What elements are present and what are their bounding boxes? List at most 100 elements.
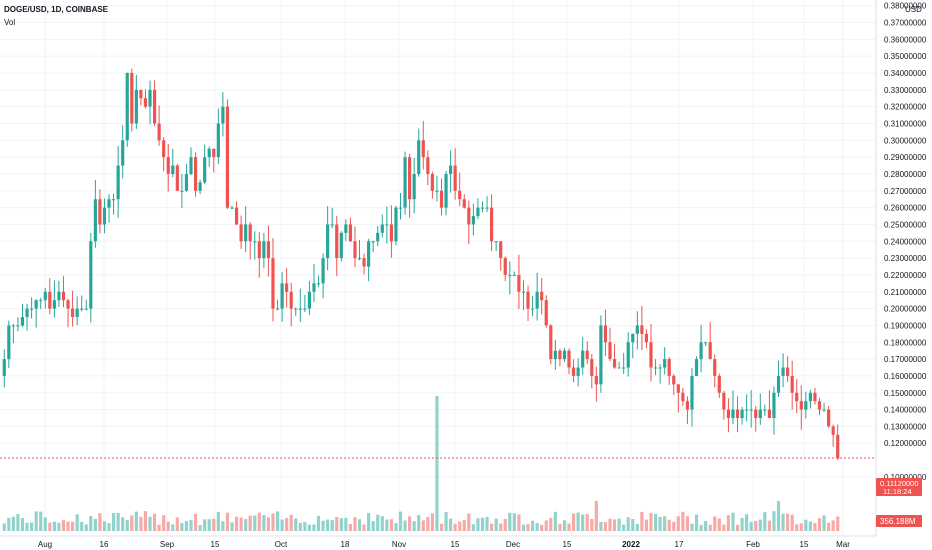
volume-bar — [157, 524, 161, 531]
volume-bar — [799, 523, 803, 531]
volume-bar — [61, 520, 66, 531]
candle-body — [143, 98, 148, 107]
candle-body — [435, 190, 439, 192]
volume-bar — [612, 519, 617, 531]
volume-bar — [20, 518, 25, 531]
candle-body — [517, 274, 521, 292]
volume-bar — [653, 513, 658, 531]
price-tick-label: 0.38000000 — [884, 2, 927, 11]
volume-bar — [417, 515, 421, 531]
volume-bar — [649, 512, 653, 531]
candle-body — [631, 333, 635, 343]
candle-body — [116, 165, 120, 200]
candle-body — [726, 409, 731, 418]
candle-body — [808, 392, 812, 402]
volume-bar — [312, 524, 316, 531]
candle-body — [275, 308, 280, 310]
candle-body — [207, 148, 211, 158]
last-price-value: 0.11120000 — [880, 479, 919, 488]
candle-body — [20, 317, 25, 326]
candle-body — [2, 359, 6, 376]
volume-bar — [476, 518, 480, 531]
candle-body — [285, 283, 289, 292]
candle-body — [298, 308, 302, 310]
time-tick-label: 15 — [800, 540, 809, 549]
volume-bar — [43, 517, 47, 531]
volume-bar — [348, 524, 353, 531]
volume-bar — [763, 512, 767, 531]
candle-body — [740, 409, 744, 418]
volume-bar — [280, 519, 284, 531]
volume-bar — [166, 521, 170, 531]
volume-bar — [817, 518, 822, 531]
candle-body — [535, 291, 539, 309]
candle-body — [471, 216, 475, 225]
candle-body — [553, 350, 557, 360]
volume-bar — [93, 518, 97, 531]
price-tick-label: 0.21000000 — [884, 288, 927, 297]
volume-bar — [467, 513, 471, 531]
volume-bar — [449, 518, 453, 531]
volume-bar — [672, 521, 676, 531]
volume-bar — [758, 519, 762, 531]
volume-bar — [521, 524, 526, 531]
volume-indicator-label[interactable]: Vol — [4, 18, 15, 27]
volume-bar — [581, 514, 585, 531]
price-tick-label: 0.36000000 — [884, 35, 927, 44]
volume-bar — [371, 521, 375, 531]
price-tick-label: 0.25000000 — [884, 220, 927, 229]
volume-bar — [526, 524, 530, 531]
candle-body — [635, 325, 639, 334]
price-tick-label: 0.12000000 — [884, 439, 927, 448]
candle-body — [84, 308, 88, 310]
candle-body — [66, 300, 70, 309]
volume-bar — [257, 512, 261, 531]
volume-bar — [622, 524, 626, 531]
volume-bar — [307, 524, 312, 531]
volume-bar — [430, 513, 434, 531]
currency-label: USD — [905, 5, 922, 14]
candle-body — [98, 199, 102, 225]
price-tick-label: 0.33000000 — [884, 86, 927, 95]
volume-bar — [102, 521, 107, 531]
price-tick-label: 0.34000000 — [884, 69, 927, 78]
volume-bar — [708, 524, 712, 531]
time-tick-label: 17 — [675, 540, 684, 549]
candle-body — [717, 375, 721, 393]
volume-bar — [171, 524, 175, 531]
time-axis[interactable]: Aug 16 Sep 15 Oct 18 Nov 15 Dec 15 2022 17 Feb 15 Mar — [38, 540, 850, 549]
candle-body — [571, 367, 576, 376]
volume-bar — [335, 517, 339, 531]
candle-body — [658, 367, 662, 369]
price-tick-label: 0.20000000 — [884, 305, 927, 314]
candle-body — [394, 207, 398, 242]
candle-body — [371, 241, 375, 243]
volume-bar — [772, 511, 776, 531]
candle-body — [139, 89, 143, 99]
volume-bar — [767, 520, 772, 531]
candle-body — [344, 224, 348, 233]
volume-bar — [262, 515, 266, 531]
candle-body — [653, 367, 658, 369]
candle-body — [389, 224, 393, 242]
volume-bar — [590, 518, 594, 531]
time-tick-label: Aug — [38, 540, 52, 549]
candle-body — [93, 199, 97, 242]
volume-bar — [658, 516, 662, 531]
candle-body — [248, 224, 252, 242]
candle-body — [121, 140, 125, 166]
volume-bar — [508, 512, 512, 531]
volume-bar — [376, 514, 380, 531]
candle-body — [467, 207, 471, 225]
candle-body — [403, 157, 407, 208]
candle-body — [690, 375, 694, 410]
candle-body — [763, 409, 767, 411]
volume-bar — [84, 524, 88, 531]
price-axis[interactable]: 0.38000000 0.37000000 0.36000000 0.35000000… — [884, 2, 927, 482]
candle-body — [699, 342, 703, 360]
time-tick-label: 15 — [211, 540, 220, 549]
volume-bar — [385, 519, 389, 531]
volume-bar — [549, 518, 553, 531]
volume-bar — [690, 523, 694, 531]
